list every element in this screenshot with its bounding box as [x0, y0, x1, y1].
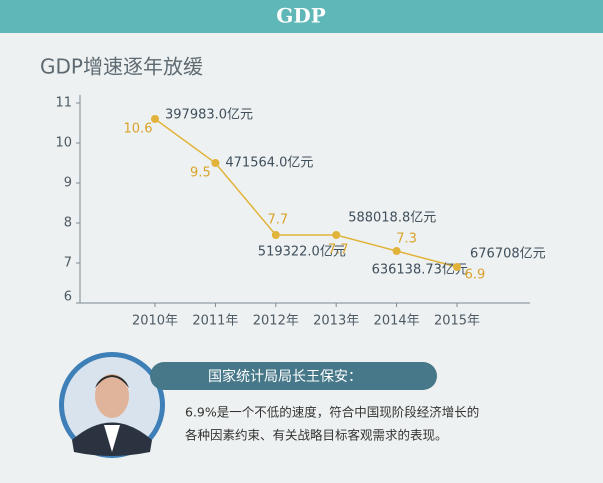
header-bar: [0, 0, 603, 33]
y-tick-label: 6: [64, 290, 72, 305]
x-tick-label: 2010年: [132, 314, 178, 329]
y-tick-label: 7: [64, 256, 72, 271]
data-point: [453, 263, 461, 271]
x-tick-label: 2015年: [434, 314, 480, 329]
y-tick-label: 8: [64, 216, 72, 231]
data-point: [332, 231, 341, 239]
x-tick-label: 2012年: [253, 314, 299, 329]
plot: 6 7 8 9 10 11 2010年 10.6 397983.0亿元 2011年 9.5 47156…: [55, 96, 545, 329]
avatar-face: [95, 374, 129, 418]
value-label: 7.7: [267, 213, 288, 228]
data-point: [271, 231, 280, 239]
y-tick-label: 9: [64, 176, 72, 191]
value-label: 6.9: [465, 268, 486, 283]
data-point: [211, 159, 220, 167]
quote-line: 6.9%是一个不低的速度，符合中国现阶段经济增长的: [185, 405, 479, 420]
header-title: GDP: [276, 4, 325, 28]
x-tick-label: 2014年: [374, 314, 420, 329]
data-point: [392, 247, 401, 255]
y-tick-label: 11: [55, 96, 72, 111]
avatar-shirt: [104, 425, 120, 452]
gdp-annotation: 519322.0亿元: [258, 245, 346, 260]
x-tick-label: 2011年: [192, 314, 238, 329]
value-label: 7.3: [396, 232, 417, 247]
gdp-annotation: 676708亿元: [470, 247, 546, 262]
speaker-name: 国家统计局局长王保安：: [208, 368, 362, 385]
gdp-annotation: 588018.8亿元: [348, 211, 436, 226]
avatar-hair: [95, 375, 129, 388]
speaker-bar: [150, 362, 437, 390]
quote-line: 各种因素约束、有关战略目标客观需求的表现。: [185, 428, 448, 443]
value-label: 10.6: [124, 122, 153, 137]
gdp-annotation: 397983.0亿元: [165, 108, 253, 123]
data-point: [151, 115, 159, 123]
x-tick-label: 2013年: [313, 314, 359, 329]
gdp-annotation: 636138.73亿元: [372, 263, 468, 278]
value-label: 9.5: [190, 166, 211, 181]
value-label: 7.7: [328, 243, 349, 258]
data-line: [154, 118, 458, 268]
y-tick-label: 10: [55, 136, 72, 151]
gdp-annotation: 471564.0亿元: [225, 156, 313, 171]
chart-title: GDP增速逐年放缓: [40, 55, 203, 79]
